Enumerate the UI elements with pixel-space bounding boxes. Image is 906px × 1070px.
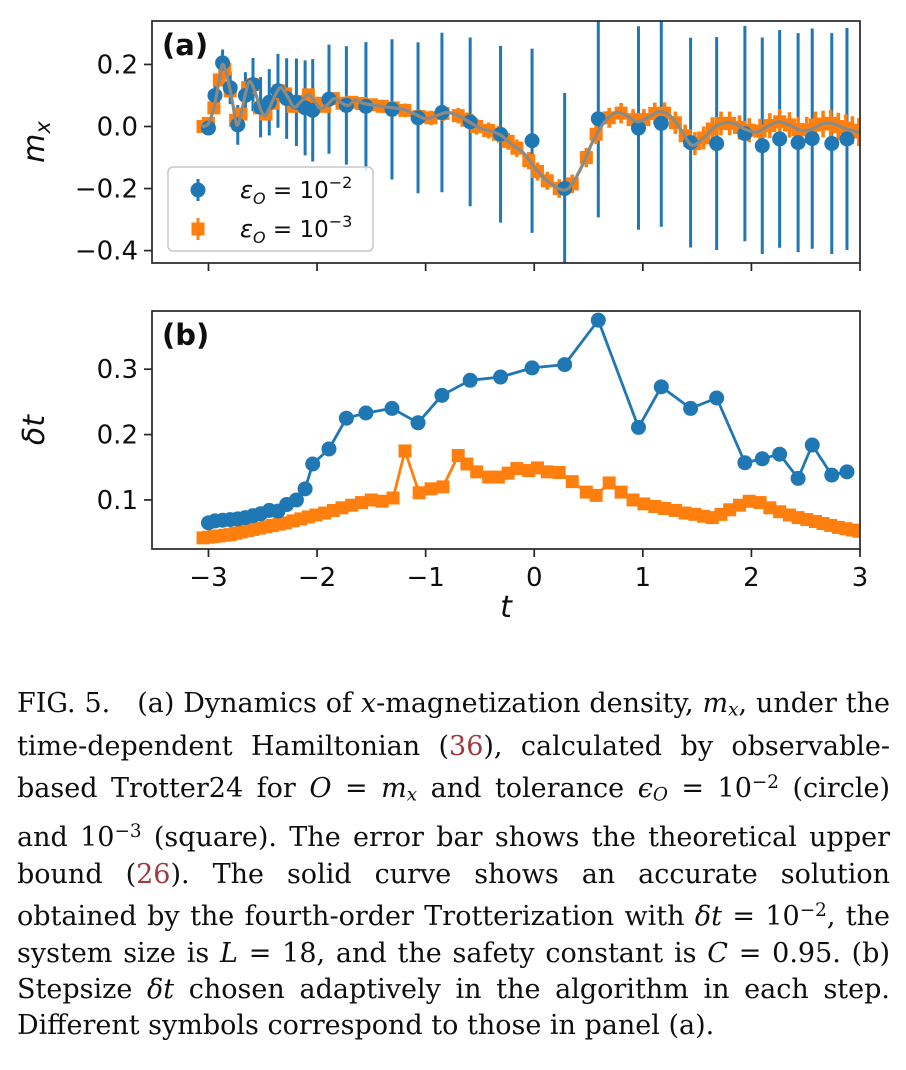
ref-link-26[interactable]: 26	[136, 858, 171, 890]
caption-segment: and tolerance	[417, 773, 638, 805]
panel_b-y-ticks: 0.1 0.2 0.3	[97, 355, 152, 516]
x-tick-label: 1	[635, 563, 652, 593]
legend-item-2: εO = 10−3	[191, 212, 352, 247]
x-tick-label: 0	[526, 563, 543, 593]
y-tick-label: −0.2	[75, 175, 138, 205]
panel_b-x-ticks: −3 −2 −1 0 1 2 3	[189, 549, 868, 593]
panel_a-axes: 0.2 0.0 −0.2 −0.4 mx (a)	[17, 20, 861, 271]
figure-caption: FIG. 5. (a) Dynamics of x-magnetization …	[17, 686, 890, 1045]
x-tick-label: 2	[743, 563, 760, 593]
y-tick-label: 0.3	[97, 355, 138, 385]
panel_a-y-axis-label: mx	[17, 121, 55, 163]
legend-item-1: εO = 10−2	[190, 173, 352, 208]
y-tick-label: −0.4	[75, 237, 138, 267]
circle-series-markers	[200, 312, 855, 531]
panel_a-spines	[151, 20, 861, 264]
caption-segment: m	[702, 688, 729, 719]
square-series-markers	[196, 444, 860, 545]
caption-segment: C	[707, 937, 728, 969]
caption-segment: O	[309, 773, 332, 805]
x-axis-label: t	[500, 590, 513, 625]
y-tick-label: 0.1	[97, 486, 138, 516]
caption-segment: δt	[694, 901, 722, 933]
caption-segment: (square). The error bar shows the theore…	[17, 822, 890, 890]
caption-segment: δt	[147, 973, 175, 1005]
y-tick-label: 0.0	[97, 112, 138, 142]
panel-b-plot	[196, 312, 860, 545]
caption-segment: ϵ	[637, 773, 653, 805]
panel_b-spines	[151, 310, 861, 550]
square-marker-icon	[191, 222, 205, 236]
caption-segment: =	[331, 773, 382, 805]
circle-marker-icon	[190, 182, 206, 198]
panel_b-y-axis-label: δt	[17, 414, 52, 445]
accurate-solution-curve	[201, 62, 860, 192]
caption-segment: (circle) and 10	[17, 773, 890, 854]
caption-segment: −3	[114, 820, 142, 842]
panel_a-panel-label: (a)	[162, 28, 208, 62]
caption-segment: = 0.95. (b) Stepsize	[17, 937, 891, 1005]
caption-segment: , under the time-dependent Hamiltonian (	[17, 688, 890, 762]
caption-segment: -magnetization density,	[376, 688, 703, 719]
caption-segment: L	[220, 937, 238, 969]
panel_a-y-ticks: 0.2 0.0 −0.2 −0.4	[75, 50, 152, 267]
panel_a-x-ticks	[207, 263, 861, 271]
panel_b-panel-label: (b)	[162, 318, 209, 352]
legend-label: εO = 10−3	[240, 212, 352, 247]
x-tick-label: −1	[406, 563, 444, 593]
ref-link-36[interactable]: 36	[449, 730, 484, 762]
circle-series-markers	[200, 55, 855, 197]
y-tick-label: 0.2	[97, 50, 138, 80]
figure-canvas: 0.20.0−0.2−0.4mx(a)εO = 10−2εO = 10−3−3−…	[17, 20, 868, 625]
legend-label: εO = 10−2	[240, 173, 352, 208]
x-tick-label: 3	[852, 563, 869, 593]
y-tick-label: 0.2	[97, 421, 138, 451]
caption-segment: = 10	[667, 773, 752, 805]
caption-segment: , the system size is	[17, 901, 890, 969]
caption-segment: x	[360, 688, 377, 719]
caption-segment: ). The solid curve shows an accurate sol…	[17, 858, 890, 933]
caption-segment: chosen adaptively in the algorithm in ea…	[17, 973, 891, 1042]
caption-segment: = 18, and the safety constant is	[237, 937, 708, 969]
caption-segment: m	[381, 773, 407, 805]
caption-segment: ), calculated by observable-based Trotte…	[17, 730, 890, 805]
caption-segment: x	[406, 784, 418, 806]
legend: εO = 10−2 εO = 10−3	[167, 166, 374, 252]
x-tick-label: −3	[189, 563, 227, 593]
caption-segment: = 10	[721, 901, 800, 933]
x-tick-label: −2	[298, 563, 336, 593]
caption-segment: x	[728, 699, 739, 721]
legend-frame	[167, 166, 374, 252]
caption-segment: −2	[799, 899, 827, 921]
caption-segment: O	[652, 784, 668, 806]
panel-a-plot	[196, 21, 860, 263]
panel_b-axes: −3 −2 −1 0 1 2 3 0.1 0.2 0.3 δt (b) t	[17, 310, 868, 625]
caption-segment: FIG. 5. (a) Dynamics of	[17, 688, 361, 719]
caption-segment: −2	[751, 772, 779, 794]
